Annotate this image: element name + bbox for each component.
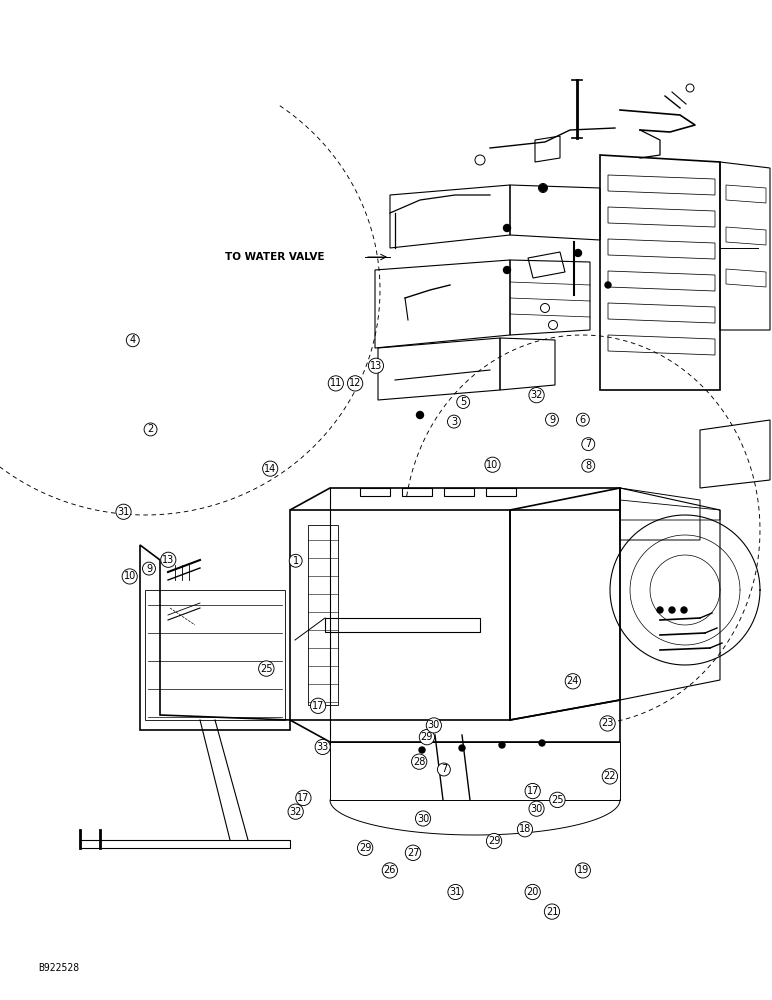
Circle shape (417, 412, 424, 418)
Text: 8: 8 (585, 461, 591, 471)
Text: 30: 30 (428, 720, 440, 730)
Text: 14: 14 (264, 464, 276, 474)
Circle shape (605, 282, 611, 288)
Text: 10: 10 (124, 571, 136, 581)
Text: 19: 19 (577, 865, 589, 875)
Circle shape (540, 184, 547, 192)
Text: 26: 26 (384, 865, 396, 875)
Text: 30: 30 (530, 804, 543, 814)
Text: 25: 25 (260, 664, 273, 674)
Circle shape (503, 225, 510, 232)
Text: 13: 13 (370, 361, 382, 371)
Text: 17: 17 (527, 786, 539, 796)
Text: 13: 13 (162, 555, 174, 565)
Circle shape (574, 249, 581, 256)
Text: 4: 4 (130, 335, 136, 345)
Text: 33: 33 (317, 742, 329, 752)
Circle shape (499, 742, 505, 748)
Text: 2: 2 (147, 424, 154, 434)
Text: 32: 32 (290, 807, 302, 817)
Text: 23: 23 (601, 718, 614, 728)
Text: 1: 1 (293, 556, 299, 566)
Text: 17: 17 (312, 701, 324, 711)
Text: 7: 7 (585, 439, 591, 449)
Text: 28: 28 (413, 757, 425, 767)
Text: 12: 12 (349, 378, 361, 388)
Text: 9: 9 (549, 415, 555, 425)
Text: B922528: B922528 (38, 963, 79, 973)
Text: 31: 31 (117, 507, 130, 517)
Text: 18: 18 (519, 824, 531, 834)
Text: 20: 20 (527, 887, 539, 897)
Text: 7: 7 (441, 764, 447, 774)
Text: TO WATER VALVE: TO WATER VALVE (225, 252, 324, 262)
Text: 25: 25 (551, 795, 564, 805)
Text: 21: 21 (546, 907, 558, 917)
Circle shape (459, 745, 465, 751)
Text: 17: 17 (297, 793, 310, 803)
Text: 32: 32 (530, 390, 543, 400)
Circle shape (681, 607, 687, 613)
Circle shape (669, 607, 675, 613)
Text: 27: 27 (407, 848, 419, 858)
Text: 30: 30 (417, 814, 429, 824)
Text: 11: 11 (330, 378, 342, 388)
Text: 5: 5 (460, 397, 466, 407)
Text: 3: 3 (451, 417, 457, 427)
Text: 22: 22 (604, 771, 616, 781)
Text: 29: 29 (359, 843, 371, 853)
Circle shape (419, 747, 425, 753)
Text: 10: 10 (486, 460, 499, 470)
Circle shape (539, 740, 545, 746)
Text: 6: 6 (580, 415, 586, 425)
Text: 29: 29 (421, 732, 433, 742)
Circle shape (657, 607, 663, 613)
Text: 29: 29 (488, 836, 500, 846)
Text: 9: 9 (146, 564, 152, 574)
Text: 24: 24 (567, 676, 579, 686)
Circle shape (503, 266, 510, 273)
Text: 31: 31 (449, 887, 462, 897)
